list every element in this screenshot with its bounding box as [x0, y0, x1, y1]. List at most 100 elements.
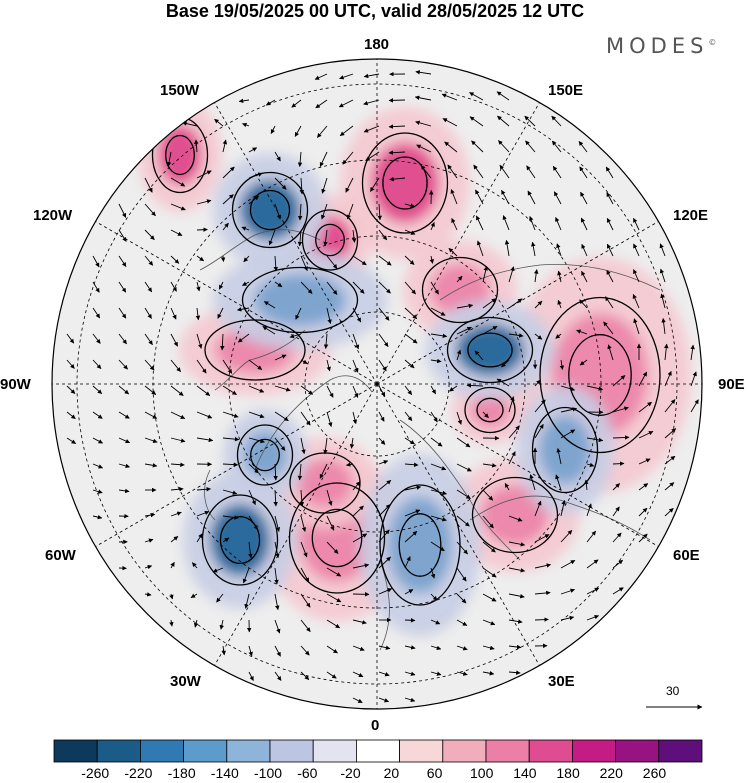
wind-vector [606, 270, 614, 283]
wind-vector [352, 359, 359, 373]
wind-vector [482, 265, 488, 283]
wind-vector [92, 333, 101, 344]
wind-vector [300, 567, 310, 583]
wind-vector [241, 226, 250, 231]
wind-vector [430, 333, 448, 339]
wind-vector [404, 697, 416, 703]
wind-vector [430, 358, 442, 364]
wind-vector [92, 385, 103, 395]
height-contour [464, 386, 516, 434]
wind-vector [326, 307, 332, 325]
wind-vector [299, 177, 305, 195]
colorbar-tick-label: -100 [254, 765, 283, 781]
wind-vector [525, 140, 536, 153]
wind-vector [430, 221, 435, 231]
wind-vector [248, 359, 263, 370]
wind-vector [603, 321, 614, 335]
wind-vector [118, 488, 130, 494]
wind-vector [196, 510, 210, 517]
wind-vector [581, 243, 588, 257]
wind-vector [504, 483, 510, 491]
wind-vector [605, 166, 614, 179]
lon-label-150w: 150W [160, 82, 200, 99]
coastlines [199, 229, 661, 651]
wind-vector [430, 541, 445, 552]
wind-vector [92, 489, 103, 494]
wind-vector [222, 222, 229, 231]
wind-vector [606, 243, 614, 257]
colorbar-tick-label: -220 [124, 765, 153, 781]
wind-vector [274, 151, 281, 162]
wind-vector [508, 644, 522, 650]
wind-vector [326, 541, 339, 554]
coastline [214, 329, 306, 391]
wind-vector [248, 411, 265, 419]
wind-vector [404, 203, 415, 208]
height-contour [241, 266, 359, 334]
wind-vector [605, 296, 614, 309]
colorbar-tick-label: 100 [470, 765, 494, 781]
wind-vector [196, 359, 207, 374]
wind-vector [450, 188, 458, 205]
wind-vector [248, 172, 263, 179]
wind-vector [270, 125, 276, 135]
colorbar-swatch [572, 739, 617, 763]
wind-vector [456, 463, 472, 472]
colorbar-swatch [442, 739, 487, 763]
coastline [254, 375, 373, 471]
wind-vector [248, 385, 265, 393]
wind-vector [498, 140, 510, 153]
wind-vector [144, 463, 158, 468]
height-contour [201, 494, 279, 586]
wind-vector [612, 559, 624, 569]
wind-vector [404, 618, 416, 623]
wind-vector [475, 189, 484, 205]
wind-vector [236, 307, 250, 312]
wind-vector [456, 515, 470, 527]
colorbar-swatch [399, 739, 444, 763]
wind-vector [92, 255, 100, 268]
wind-vector [404, 462, 419, 468]
wind-vector [499, 164, 510, 179]
wind-vector [533, 269, 539, 283]
wind-vector [482, 489, 494, 501]
wind-vector [196, 227, 208, 232]
wind-vector [529, 215, 536, 231]
wind-vector [456, 619, 468, 626]
wind-vector [323, 229, 328, 247]
wind-vector [664, 343, 669, 361]
wind-vector [430, 619, 441, 625]
wind-vector [299, 489, 305, 507]
wind-vector [659, 243, 666, 257]
wind-vector [218, 281, 224, 290]
wind-vector [560, 560, 576, 569]
wind-vector [248, 671, 254, 682]
wind-vector [456, 489, 471, 499]
wind-vector [471, 140, 484, 153]
wind-vector [502, 215, 510, 231]
wind-vector [444, 141, 458, 153]
wind-vector [430, 463, 447, 471]
wind-vector [170, 359, 181, 373]
wind-vector [378, 255, 392, 266]
wind-vector [378, 588, 393, 595]
wind-vector [273, 463, 278, 481]
wind-vector [238, 98, 250, 104]
wind-vector [607, 344, 614, 361]
wind-vector [300, 385, 314, 395]
wind-vector [326, 593, 342, 603]
positive-anomaly-core [481, 485, 549, 545]
wind-vector [447, 164, 458, 179]
wind-vector [482, 326, 498, 335]
wind-vector [534, 534, 550, 543]
wind-vector [508, 515, 523, 522]
lon-label-60w: 60W [45, 547, 76, 564]
height-contour [398, 513, 442, 577]
wind-vector [553, 191, 562, 205]
wind-vector [456, 275, 463, 283]
wind-vector [638, 507, 648, 517]
wind-vector [170, 486, 184, 492]
positive-anomaly-core [470, 392, 510, 428]
wind-vector [378, 307, 390, 321]
wind-vector [248, 147, 258, 153]
